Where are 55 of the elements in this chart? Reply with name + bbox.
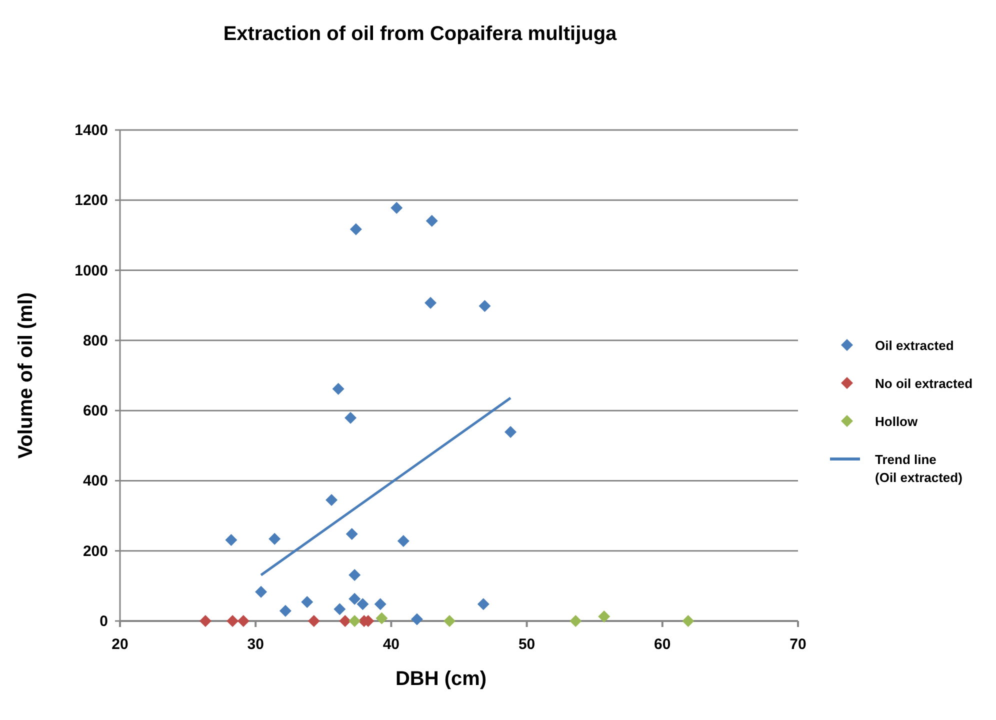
point [426, 214, 438, 227]
y-tick-label: 1000 [74, 262, 108, 280]
y-tick-label: 200 [82, 542, 108, 560]
point [339, 615, 352, 627]
point [332, 382, 344, 395]
y-tick-label: 800 [82, 332, 108, 350]
point [410, 613, 423, 626]
point [348, 592, 361, 605]
point [478, 300, 491, 312]
chart-title: Extraction of oil from Copaifera multijuga [223, 23, 618, 45]
y-tick-label: 600 [82, 402, 108, 420]
point [350, 223, 362, 236]
point [348, 569, 361, 582]
x-tick-label: 70 [790, 636, 806, 653]
point [255, 586, 268, 598]
y-tick-label: 0 [100, 613, 108, 630]
point [682, 615, 694, 627]
point [226, 615, 239, 627]
point [225, 534, 238, 546]
point [344, 412, 357, 424]
point [598, 610, 610, 622]
point [374, 598, 386, 610]
point [504, 426, 517, 438]
point [237, 615, 250, 627]
x-tick-label: 30 [247, 636, 264, 653]
point [334, 603, 346, 616]
point [376, 612, 388, 624]
legend-label: Oil extracted [875, 338, 954, 353]
x-tick-label: 60 [654, 636, 671, 653]
point [301, 596, 314, 608]
point [268, 532, 281, 545]
x-tick-label: 50 [518, 636, 536, 653]
y-tick-label: 1400 [74, 122, 108, 139]
x-tick-label: 40 [382, 636, 400, 653]
point [346, 528, 358, 540]
legend-label: No oil extracted [875, 376, 973, 391]
legend-label: Trend line (Oil extracted) [875, 452, 962, 485]
point [279, 604, 292, 617]
x-tick-label: 20 [112, 636, 128, 653]
point [348, 615, 361, 627]
point [444, 615, 456, 627]
y-axis-title: Volume of oil (ml) [15, 292, 37, 459]
point [356, 598, 369, 610]
legend-label: Hollow [875, 414, 918, 429]
point [326, 494, 338, 506]
y-tick-label: 400 [82, 472, 108, 490]
y-tick-label: 1200 [74, 192, 108, 210]
point [199, 615, 212, 627]
x-axis-title: DBH (cm) [395, 668, 487, 690]
point [424, 296, 437, 309]
point [397, 535, 410, 548]
point [308, 615, 320, 627]
point [390, 202, 403, 214]
point [570, 615, 582, 627]
point [477, 598, 490, 610]
